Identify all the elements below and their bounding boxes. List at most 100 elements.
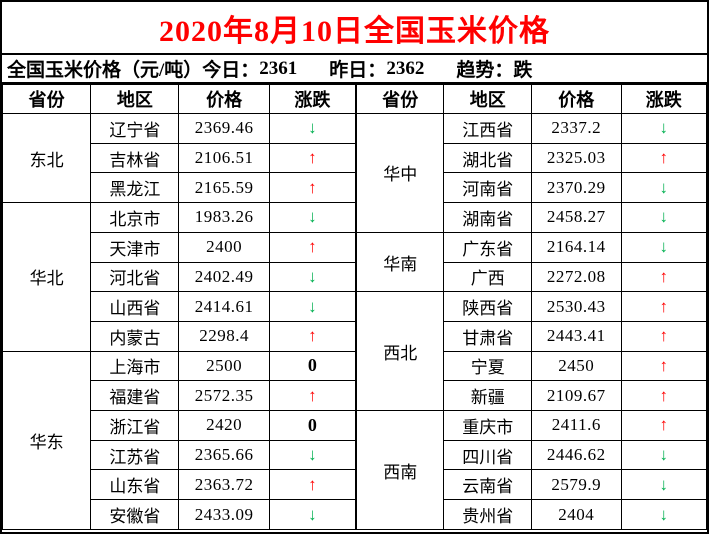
area-cell: 天津市 (90, 231, 180, 263)
price-cell: 2458.27 (530, 202, 622, 233)
down-arrow-icon: ↓ (308, 504, 317, 524)
column-header: 地区 (443, 84, 532, 114)
price-cell: 2363.72 (178, 469, 270, 501)
up-arrow-icon: ↑ (659, 326, 669, 346)
table-row: 华南 广东省 2164.14 ↓ (355, 231, 707, 293)
price-cell: 2579.9 (530, 469, 622, 501)
table-row: 贵州省 2404 ↓ (356, 499, 707, 530)
yesterday-value: 2362 (386, 57, 425, 79)
table-row: 黑龙江 2165.59 ↑ (3, 172, 356, 204)
price-cell: 2365.66 (178, 439, 270, 471)
area-cell: 江西省 (443, 113, 532, 144)
area-cell: 陕西省 (443, 291, 532, 322)
table-row: 安徽省 2433.09 ↓ (3, 499, 356, 530)
table-row: 山西省 2414.61 ↓ (3, 291, 356, 322)
price-cell: 2420 (178, 410, 270, 441)
region-cell: 东北 (2, 112, 92, 204)
summary-bar: 全国玉米价格（元/吨） 今日： 2361 昨日： 2362 趋势：跌 (2, 55, 707, 84)
up-arrow-icon: ↑ (659, 148, 669, 168)
change-cell: ↓ (620, 499, 707, 530)
price-table-left: 省份 地区 价格 涨跌 东北 辽宁省 2369.46 ↓ 吉林省 2106.51 ↑ 黑龙江 2165… (2, 84, 356, 531)
table-row: 吉林省 2106.51 ↑ (3, 142, 356, 174)
price-cell: 2443.41 (530, 320, 622, 352)
table-row: 四川省 2446.62 ↓ (356, 439, 707, 471)
area-cell: 山东省 (90, 469, 180, 501)
header-row: 省份 地区 价格 涨跌 (355, 84, 707, 114)
up-arrow-icon: ↑ (659, 296, 669, 316)
change-cell: ↑ (620, 261, 707, 293)
price-cell: 2450 (530, 350, 622, 382)
change-cell: ↑ (620, 410, 707, 441)
yesterday-label: 昨日： (329, 60, 387, 81)
down-arrow-icon: ↓ (659, 504, 669, 524)
change-cell: ↑ (620, 142, 707, 174)
down-arrow-icon: ↓ (659, 177, 669, 197)
table-row: 江苏省 2365.66 ↓ (3, 439, 356, 471)
up-arrow-icon: ↑ (308, 148, 317, 168)
table-row: 天津市 2400 ↑ (3, 231, 356, 263)
change-cell: ↓ (268, 291, 356, 322)
trend-label: 趋势： (456, 60, 514, 81)
region-cell: 西北 (355, 291, 445, 412)
price-cell: 2370.29 (530, 172, 622, 204)
down-arrow-icon: ↓ (659, 207, 669, 227)
change-cell: ↑ (268, 142, 356, 174)
change-cell: ↑ (620, 350, 707, 382)
area-cell: 湖北省 (443, 142, 532, 174)
down-arrow-icon: ↓ (308, 296, 317, 316)
price-cell: 2325.03 (530, 142, 622, 174)
price-cell: 2404 (530, 499, 622, 530)
table-row: 华中 江西省 2337.2 ↓ (355, 113, 707, 233)
area-cell: 辽宁省 (90, 113, 180, 144)
change-cell: ↓ (268, 202, 356, 233)
table-body-right: 华中 江西省 2337.2 ↓ 湖北省 2325.03 ↑ 河南省 2370.29 ↓ 湖南省 245… (355, 113, 707, 530)
trend-value: 跌 (513, 60, 533, 81)
change-cell: ↑ (620, 380, 707, 412)
price-cell: 2530.43 (530, 291, 622, 322)
price-cell: 2446.62 (530, 439, 622, 471)
price-cell: 2411.6 (530, 410, 622, 441)
down-arrow-icon: ↓ (308, 118, 317, 138)
price-cell: 1983.26 (178, 202, 270, 233)
up-arrow-icon: ↑ (308, 237, 317, 257)
table-row: 华东 上海市 2500 0 (2, 350, 356, 531)
up-arrow-icon: ↑ (308, 326, 317, 346)
no-change-indicator: 0 (307, 355, 317, 376)
area-cell: 新疆 (443, 380, 532, 412)
price-cell: 2414.61 (178, 291, 270, 322)
area-cell: 重庆市 (443, 410, 532, 441)
today-value: 2361 (259, 57, 298, 79)
price-cell: 2298.4 (178, 320, 270, 352)
change-cell: ↓ (620, 202, 707, 233)
tables-area: 省份 地区 价格 涨跌 东北 辽宁省 2369.46 ↓ 吉林省 2106.51 ↑ 黑龙江 2165… (2, 84, 707, 531)
region-cell: 华中 (355, 113, 445, 233)
change-cell: ↑ (268, 380, 356, 412)
table-row: 山东省 2363.72 ↑ (3, 469, 356, 501)
table-body-left: 东北 辽宁省 2369.46 ↓ 吉林省 2106.51 ↑ 黑龙江 2165.59 ↑ 华北 北京市… (2, 112, 356, 531)
area-cell: 北京市 (90, 202, 180, 233)
column-header: 省份 (2, 84, 92, 114)
price-cell: 2106.51 (178, 142, 270, 174)
price-cell: 2402.49 (178, 261, 270, 293)
today-label: 今日： (202, 60, 260, 81)
change-cell: ↓ (268, 499, 356, 530)
price-cell: 2165.59 (178, 172, 270, 204)
up-arrow-icon: ↑ (659, 415, 669, 435)
region-cell: 华东 (2, 350, 92, 531)
page-title: 2020年8月10日全国玉米价格 (2, 2, 707, 55)
change-cell: ↓ (620, 172, 707, 204)
summary-unit-label: 全国玉米价格（元/吨） (7, 60, 203, 81)
table-row: 河北省 2402.49 ↓ (3, 261, 356, 293)
down-arrow-icon: ↓ (308, 266, 317, 286)
region-cell: 华北 (2, 202, 92, 352)
table-row: 湖北省 2325.03 ↑ (356, 142, 707, 174)
up-arrow-icon: ↑ (659, 385, 669, 405)
down-arrow-icon: ↓ (308, 207, 317, 227)
table-header-left: 省份 地区 价格 涨跌 (2, 84, 356, 114)
table-header-right: 省份 地区 价格 涨跌 (355, 84, 707, 114)
table-row: 西北 陕西省 2530.43 ↑ (355, 291, 707, 412)
column-header: 涨跌 (268, 84, 356, 114)
price-cell: 2400 (178, 231, 270, 263)
up-arrow-icon: ↑ (308, 177, 317, 197)
